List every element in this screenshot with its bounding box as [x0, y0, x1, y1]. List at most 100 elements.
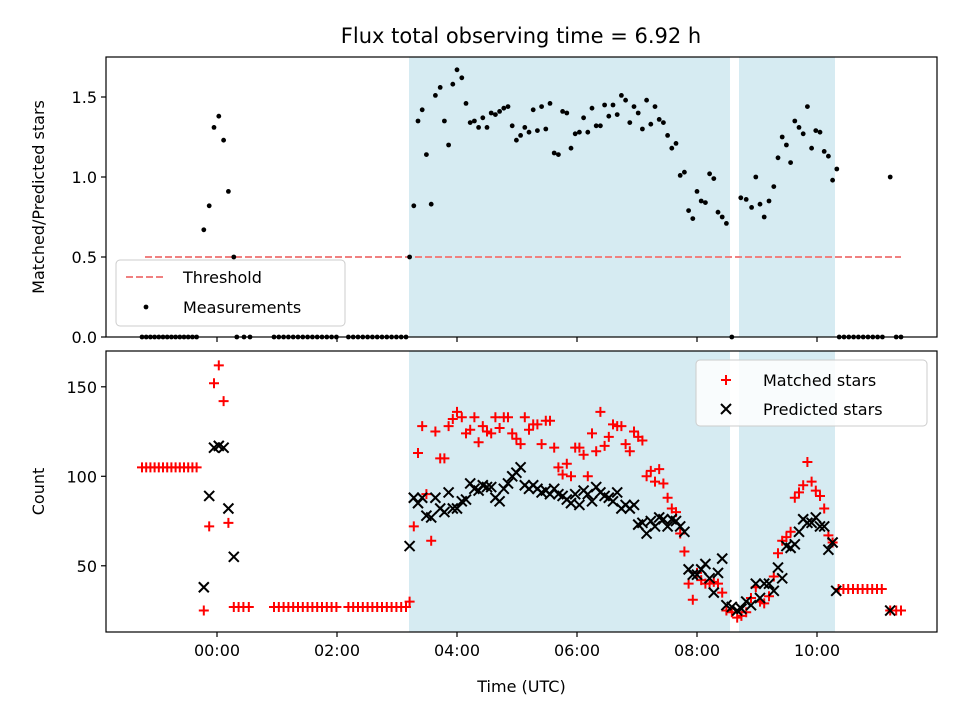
predicted-star-point	[678, 526, 691, 538]
matched-star-point	[430, 426, 441, 437]
measurement-point	[796, 125, 802, 130]
measurement-point	[221, 137, 227, 143]
measurement-point	[610, 102, 616, 108]
matched-star-point	[616, 421, 627, 432]
measurement-point	[640, 126, 645, 132]
matched-star-point	[582, 471, 593, 482]
measurement-point	[719, 214, 725, 220]
predicted-star-point	[750, 577, 762, 590]
measurement-point	[467, 120, 473, 125]
matched-star-point	[408, 521, 419, 532]
matched-star-point	[447, 414, 458, 425]
legend-box	[695, 359, 928, 427]
matched-star-point	[713, 578, 723, 589]
legend-measurement-label: Measurements	[183, 298, 301, 317]
measurement-point	[211, 125, 217, 130]
measurement-point	[694, 189, 700, 194]
predicted-star-point	[228, 551, 240, 563]
predicted-star-point	[222, 502, 235, 515]
measurement-point	[665, 133, 670, 138]
matched-star-point	[507, 428, 518, 439]
matched-star-point	[650, 476, 660, 487]
matched-star-point	[456, 412, 467, 423]
predicted-star-point	[830, 585, 842, 597]
predicted-star-point	[763, 577, 775, 590]
legend-box	[115, 259, 346, 327]
measurement-point	[652, 104, 658, 109]
y-axis-label: Matched/Predicted stars	[29, 100, 48, 294]
measurement-point	[788, 160, 793, 166]
axes-frame	[105, 56, 938, 338]
measurement-point	[493, 112, 498, 117]
chart-title: Flux total observing time = 6.92 h	[341, 24, 701, 48]
matched-star-point	[662, 492, 673, 503]
x-tick-label: 02:00	[314, 641, 360, 660]
measurement-point	[631, 104, 637, 109]
measurement-point	[526, 129, 532, 135]
measurement-point	[593, 123, 599, 129]
matched-star-point	[213, 360, 224, 371]
measurement-point	[419, 107, 425, 113]
measurement-point	[446, 142, 451, 148]
matched-star-point	[620, 439, 631, 450]
x-tick-label: 06:00	[554, 641, 600, 660]
measurement-point	[656, 117, 662, 122]
matched-star-point	[511, 433, 522, 444]
measurement-point	[437, 85, 443, 90]
measurement-point	[501, 105, 507, 111]
measurement-point	[407, 254, 412, 260]
measurement-point	[686, 208, 691, 214]
matched-star-point	[876, 584, 887, 595]
measurement-point	[459, 75, 465, 81]
matched-star-point	[578, 449, 589, 460]
measurement-point	[821, 149, 827, 154]
measurement-point	[539, 104, 544, 109]
measurement-point	[757, 201, 763, 207]
matched-star-point	[687, 594, 698, 605]
measurement-point	[505, 104, 511, 109]
measurement-point	[463, 101, 469, 106]
matched-star-point	[717, 587, 728, 598]
matched-star-point	[806, 476, 817, 487]
matched-star-point	[532, 419, 543, 430]
predicted-star-point	[514, 461, 527, 474]
measurement-point	[644, 97, 649, 103]
matched-star-point	[452, 406, 462, 417]
matched-star-point	[331, 601, 342, 612]
predicted-star-point	[801, 517, 814, 529]
top-panel: 0.0 0.5 1.0 1.5 Matched/Predicted stars Thres…	[29, 56, 938, 347]
matched-star-point	[794, 487, 804, 498]
matched-star-point	[404, 596, 415, 607]
measurement-point	[834, 166, 840, 172]
measurement-point	[216, 113, 222, 119]
predicted-star-point	[661, 520, 674, 533]
predicted-star-point	[657, 513, 670, 525]
matched-star-point	[443, 421, 454, 432]
predicted-star-point	[447, 502, 459, 515]
measurement-point	[623, 97, 628, 103]
observing-interval	[739, 57, 835, 337]
predicted-star-point	[586, 495, 598, 508]
measurement-point	[805, 104, 810, 109]
measurement-point	[753, 174, 759, 180]
predicted-star-point	[569, 488, 581, 500]
predicted-star-point	[735, 603, 748, 615]
measurement-point	[627, 120, 633, 125]
x-tick-label: 08:00	[674, 641, 720, 660]
y-tick-label: 100	[66, 467, 97, 486]
matched-star-point	[490, 412, 501, 423]
predicted-star-point	[460, 493, 472, 506]
measurement-point	[703, 200, 708, 206]
matched-star-point	[561, 458, 572, 469]
legend-matched-swatch	[721, 375, 731, 385]
measurement-point	[530, 107, 536, 113]
measurement-point	[614, 112, 620, 117]
measurement-point	[635, 110, 641, 116]
predicted-star-point	[726, 601, 738, 613]
measurement-point	[766, 198, 772, 204]
matched-star-point	[624, 446, 635, 457]
predicted-star-point	[217, 441, 230, 454]
matched-star-point	[802, 456, 813, 467]
x-tick-label: 10:00	[794, 641, 840, 660]
measurement-point	[514, 137, 519, 143]
